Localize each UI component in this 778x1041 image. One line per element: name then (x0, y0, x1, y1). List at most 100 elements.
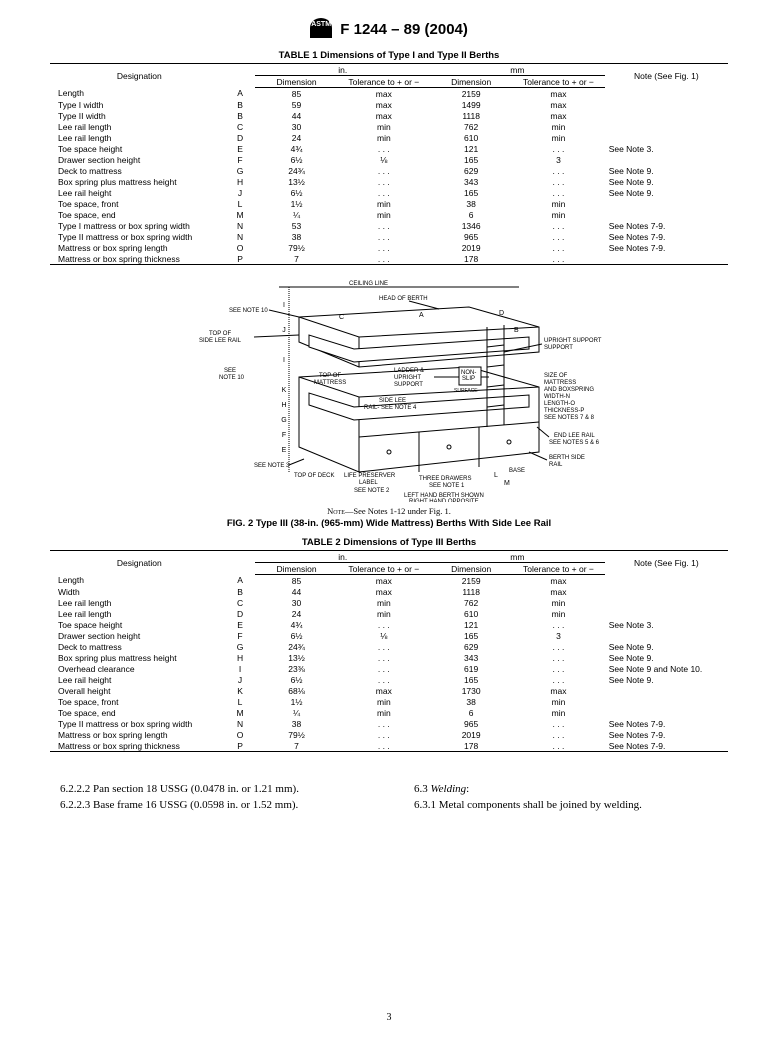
cell: 165 (430, 154, 512, 165)
cell: max (338, 110, 430, 121)
cell: Toe space height (50, 619, 225, 630)
cell: 629 (430, 641, 512, 652)
cell: Drawer section height (50, 154, 225, 165)
cell: . . . (338, 619, 430, 630)
svg-text:J: J (282, 327, 286, 334)
svg-text:UPRIGHT: UPRIGHT (394, 375, 421, 381)
th2-designation: Designation (50, 551, 225, 575)
cell: 79½ (255, 242, 337, 253)
cell: . . . (512, 231, 604, 242)
cell: L (225, 696, 256, 707)
cell: A (225, 575, 256, 587)
cell: . . . (338, 253, 430, 265)
svg-text:LABEL: LABEL (359, 480, 378, 486)
cell: Mattress or box spring thickness (50, 740, 225, 752)
table-row: LengthA85max2159max (50, 88, 728, 100)
table-row: Mattress or box spring lengthO79½. . .20… (50, 729, 728, 740)
cell: 165 (430, 630, 512, 641)
cell: 343 (430, 652, 512, 663)
cell (605, 198, 728, 209)
cell: See Note 3. (605, 143, 728, 154)
svg-text:SUPPORT: SUPPORT (544, 345, 573, 351)
svg-text:SEE NOTE 1: SEE NOTE 1 (429, 483, 465, 489)
cell (605, 132, 728, 143)
cell: . . . (338, 231, 430, 242)
cell: B (225, 110, 256, 121)
th2-in: in. (255, 551, 430, 563)
cell: 178 (430, 740, 512, 752)
cell: . . . (512, 242, 604, 253)
th-dim-mm: Dimension (430, 76, 512, 88)
th-mm: mm (430, 64, 605, 76)
svg-text:AND BOXSPRING: AND BOXSPRING (544, 387, 594, 393)
cell: max (338, 586, 430, 597)
cell: 4¾ (255, 143, 337, 154)
cell: 165 (430, 187, 512, 198)
para-6222: 6.2.2.2 Pan section 18 USSG (0.0478 in. … (50, 782, 374, 796)
cell: . . . (512, 253, 604, 265)
cell: 4¾ (255, 619, 337, 630)
cell: 85 (255, 575, 337, 587)
cell: F (225, 630, 256, 641)
cell (605, 110, 728, 121)
cell: See Note 9. (605, 176, 728, 187)
table-row: Mattress or box spring lengthO79½. . .20… (50, 242, 728, 253)
svg-text:THREE DRAWERS: THREE DRAWERS (419, 476, 471, 482)
svg-text:B: B (514, 327, 519, 334)
cell: 7 (255, 740, 337, 752)
cell: 59 (255, 99, 337, 110)
svg-text:NOTE 10: NOTE 10 (219, 375, 245, 381)
cell: Length (50, 88, 225, 100)
th2-mm: mm (430, 551, 605, 563)
cell: 13½ (255, 652, 337, 663)
cell: 13½ (255, 176, 337, 187)
svg-text:M: M (504, 480, 510, 487)
cell: Type I width (50, 99, 225, 110)
svg-text:SURFACE: SURFACE (454, 388, 478, 394)
cell: B (225, 586, 256, 597)
cell: . . . (338, 176, 430, 187)
cell: See Note 9. (605, 165, 728, 176)
cell: 1½ (255, 696, 337, 707)
table-row: Toe space heightE4¾. . .121. . .See Note… (50, 619, 728, 630)
table-row: Drawer section heightF6½⅛1653 (50, 154, 728, 165)
cell: Deck to mattress (50, 641, 225, 652)
cell: Deck to mattress (50, 165, 225, 176)
cell: . . . (512, 718, 604, 729)
cell: 165 (430, 674, 512, 685)
cell: N (225, 231, 256, 242)
cell (605, 586, 728, 597)
cell: ⅛ (338, 630, 430, 641)
cell: 24¾ (255, 165, 337, 176)
svg-text:SIZE OF: SIZE OF (544, 373, 568, 379)
cell: . . . (512, 220, 604, 231)
cell: . . . (338, 242, 430, 253)
svg-text:RIGHT HAND OPPOSITE: RIGHT HAND OPPOSITE (409, 499, 479, 502)
svg-text:A: A (419, 312, 424, 319)
svg-text:SEE NOTE 3: SEE NOTE 3 (254, 463, 290, 469)
cell: G (225, 165, 256, 176)
table-row: Type II widthB44max1118max (50, 110, 728, 121)
svg-text:BASE: BASE (509, 468, 525, 474)
cell (605, 696, 728, 707)
th2-note: Note (See Fig. 1) (605, 551, 728, 575)
cell: max (512, 110, 604, 121)
standard-number: F 1244 – 89 (2004) (340, 21, 468, 38)
svg-text:TOP OF: TOP OF (209, 331, 231, 337)
cell: max (338, 99, 430, 110)
right-column: 6.3 Welding: 6.3.1 Metal components shal… (404, 782, 728, 815)
cell: 121 (430, 619, 512, 630)
table-row: Type II mattress or box spring widthN38.… (50, 718, 728, 729)
figure-note: Note—See Notes 1-12 under Fig. 1. (50, 506, 728, 516)
cell: 2159 (430, 575, 512, 587)
cell: Type II width (50, 110, 225, 121)
body-text: 6.2.2.2 Pan section 18 USSG (0.0478 in. … (50, 782, 728, 815)
table-row: Box spring plus mattress heightH13½. . .… (50, 176, 728, 187)
table-row: Toe space, frontL1½min38min (50, 696, 728, 707)
cell: . . . (512, 187, 604, 198)
svg-text:SIDE LEE RAIL: SIDE LEE RAIL (199, 338, 242, 344)
svg-text:SEE NOTES 7 & 8: SEE NOTES 7 & 8 (544, 415, 595, 421)
cell: 178 (430, 253, 512, 265)
cell: . . . (338, 740, 430, 752)
table-row: Drawer section heightF6½⅛1653 (50, 630, 728, 641)
